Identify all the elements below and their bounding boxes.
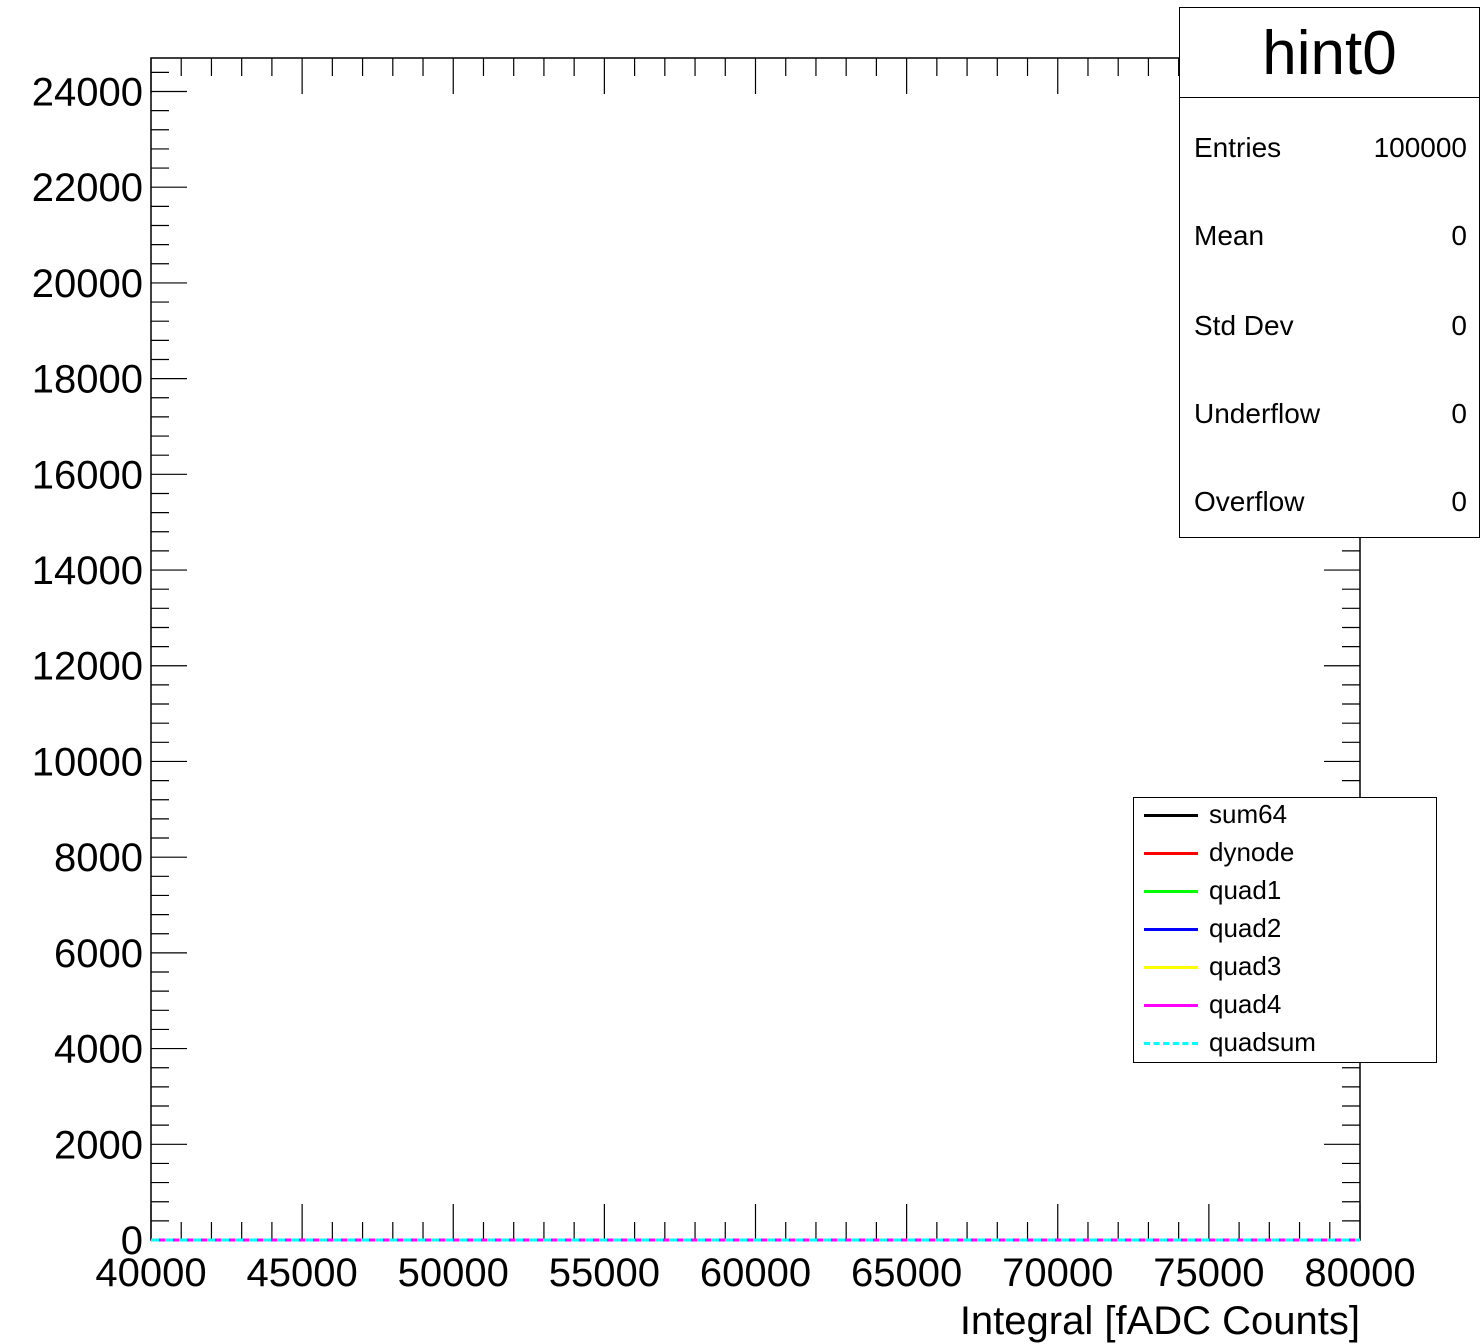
stats-row-mean: Mean 0 xyxy=(1194,216,1467,256)
tick-labels: 40000 45000 50000 55000 60000 65000 70000 75000… xyxy=(32,70,1416,1295)
x-axis-title: Integral [fADC Counts] xyxy=(960,1299,1360,1343)
stats-key: Underflow xyxy=(1194,398,1321,429)
legend-swatch xyxy=(1144,966,1198,969)
legend-swatch xyxy=(1144,852,1198,855)
x-tick-label: 40000 xyxy=(95,1251,206,1295)
legend-label: quad2 xyxy=(1209,913,1282,943)
stats-key: Entries xyxy=(1194,132,1282,163)
y-tick-label: 20000 xyxy=(32,262,143,306)
legend-swatch xyxy=(1144,890,1198,893)
legend-entry-quad1: quad1 xyxy=(1134,872,1436,910)
x-tick-label: 75000 xyxy=(1153,1251,1264,1295)
x-tick-label: 45000 xyxy=(247,1251,358,1295)
stats-key: Mean xyxy=(1194,220,1265,251)
stats-row-std-dev: Std Dev 0 xyxy=(1194,306,1467,346)
legend-swatch xyxy=(1144,814,1198,817)
y-tick-label: 16000 xyxy=(32,453,143,497)
y-tick-label: 14000 xyxy=(32,549,143,593)
legend-label: sum64 xyxy=(1209,799,1288,829)
legend-entry-sum64: sum64 xyxy=(1134,796,1436,834)
stats-key: Overflow xyxy=(1194,486,1305,517)
stats-value: 0 xyxy=(1451,398,1467,429)
x-tick-label: 60000 xyxy=(700,1251,811,1295)
stats-box: hint0 Entries 100000 Mean 0 Std Dev 0 Un… xyxy=(1179,7,1480,538)
y-tick-label: 10000 xyxy=(32,740,143,784)
stats-title: hint0 xyxy=(1180,8,1479,98)
legend-entry-quadsum: quadsum xyxy=(1134,1024,1436,1062)
y-tick-label: 24000 xyxy=(32,70,143,114)
legend-swatch xyxy=(1144,1004,1198,1007)
legend-label: quad3 xyxy=(1209,951,1282,981)
y-tick-label: 6000 xyxy=(54,932,143,976)
legend-entry-quad4: quad4 xyxy=(1134,986,1436,1024)
legend-label: dynode xyxy=(1209,837,1295,867)
stats-value: 0 xyxy=(1451,310,1467,341)
stats-row-underflow: Underflow 0 xyxy=(1194,394,1467,434)
y-tick-label: 4000 xyxy=(54,1028,143,1072)
y-tick-label: 22000 xyxy=(32,166,143,210)
x-tick-label: 80000 xyxy=(1304,1251,1415,1295)
stats-row-entries: Entries 100000 xyxy=(1194,128,1467,168)
x-tick-label: 55000 xyxy=(549,1251,660,1295)
y-tick-label: 0 xyxy=(121,1219,143,1263)
y-tick-label: 8000 xyxy=(54,836,143,880)
stats-value: 0 xyxy=(1451,220,1467,251)
stats-key: Std Dev xyxy=(1194,310,1294,341)
y-tick-label: 2000 xyxy=(54,1123,143,1167)
x-tick-label: 65000 xyxy=(851,1251,962,1295)
legend-label: quad1 xyxy=(1209,875,1282,905)
stats-row-overflow: Overflow 0 xyxy=(1194,482,1467,522)
legend-label: quadsum xyxy=(1209,1027,1316,1057)
legend-entry-quad2: quad2 xyxy=(1134,910,1436,948)
legend-swatch xyxy=(1144,928,1198,931)
stats-value: 100000 xyxy=(1373,132,1467,163)
legend-entry-quad3: quad3 xyxy=(1134,948,1436,986)
legend: sum64 dynode quad1 quad2 quad3 quad4 qua… xyxy=(1133,797,1437,1063)
y-tick-label: 12000 xyxy=(32,645,143,689)
x-tick-label: 70000 xyxy=(1002,1251,1113,1295)
x-tick-label: 50000 xyxy=(398,1251,509,1295)
legend-label: quad4 xyxy=(1209,989,1282,1019)
legend-entry-dynode: dynode xyxy=(1134,834,1436,872)
legend-swatch xyxy=(1144,1042,1198,1045)
stats-value: 0 xyxy=(1451,486,1467,517)
y-tick-label: 18000 xyxy=(32,358,143,402)
